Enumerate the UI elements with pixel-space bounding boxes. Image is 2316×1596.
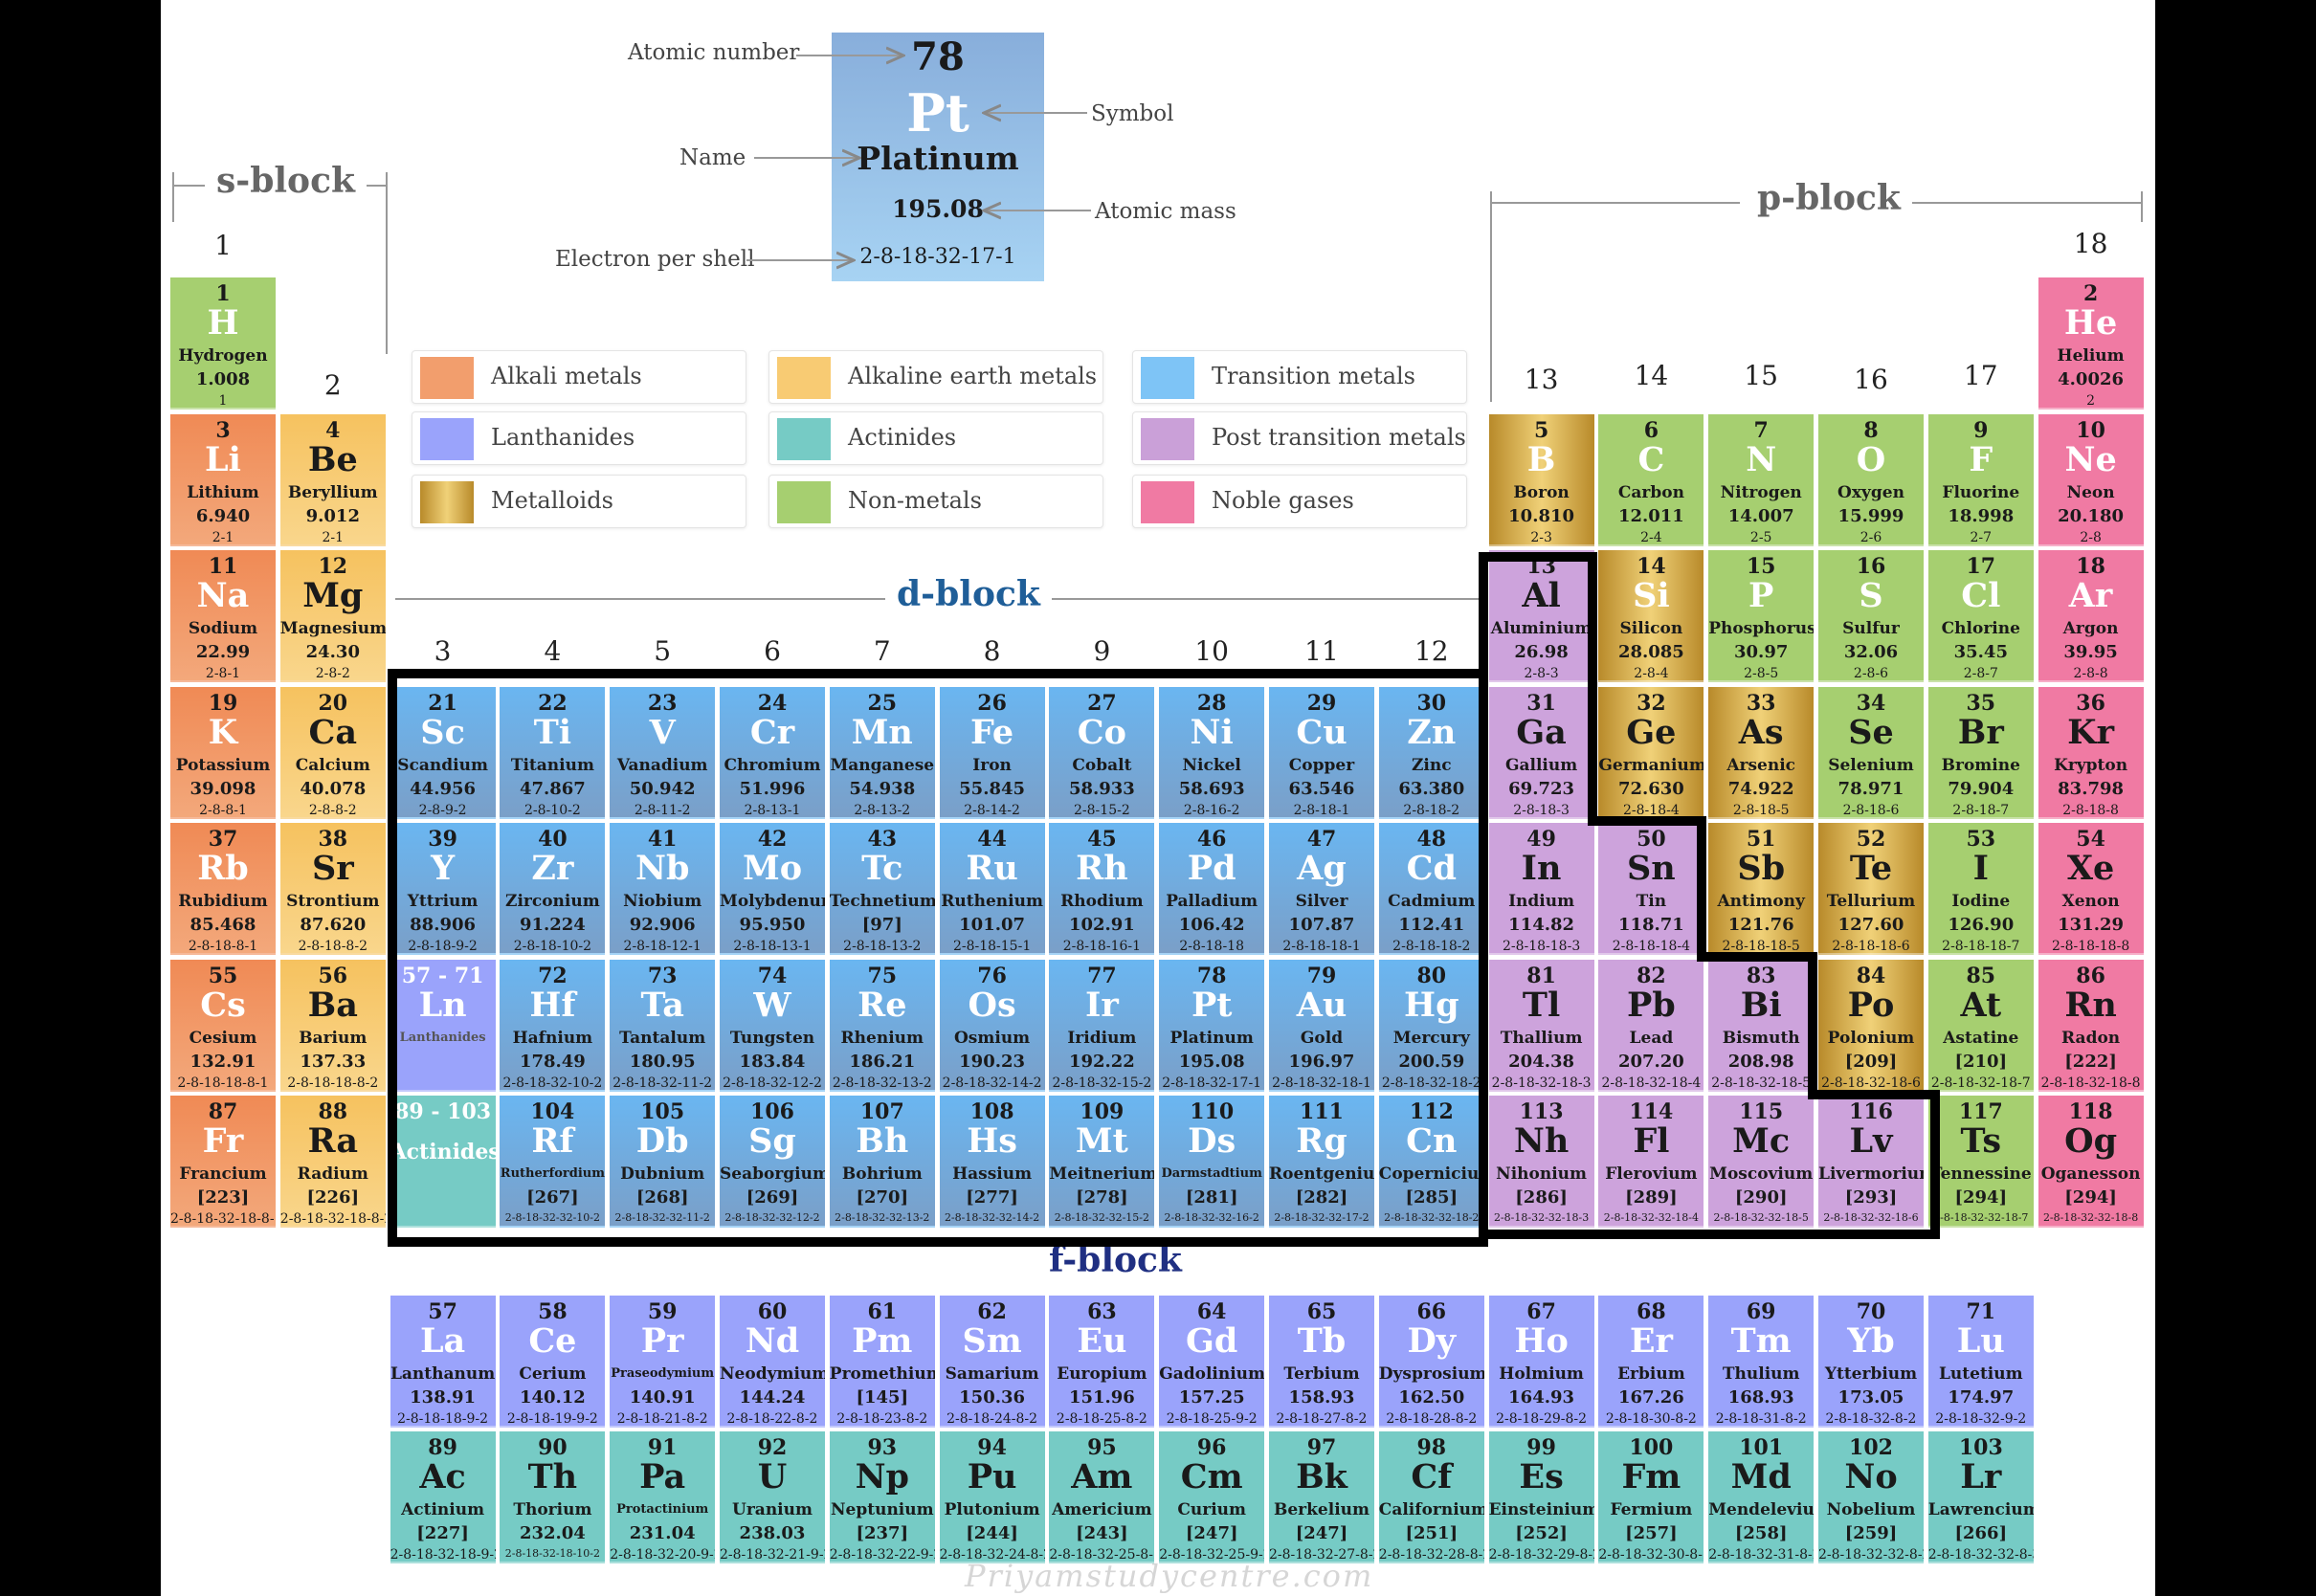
periodic-table-sheet: 78 Pt Platinum 195.08 2-8-18-32-17-1 Ato… xyxy=(161,0,2155,1596)
watermark: Priyamstudycentre.com xyxy=(965,1558,1373,1594)
transition-metals-outline xyxy=(392,674,1483,1242)
block-outlines xyxy=(161,0,2155,1596)
metal-nonmetal-staircase xyxy=(1483,557,1935,1234)
